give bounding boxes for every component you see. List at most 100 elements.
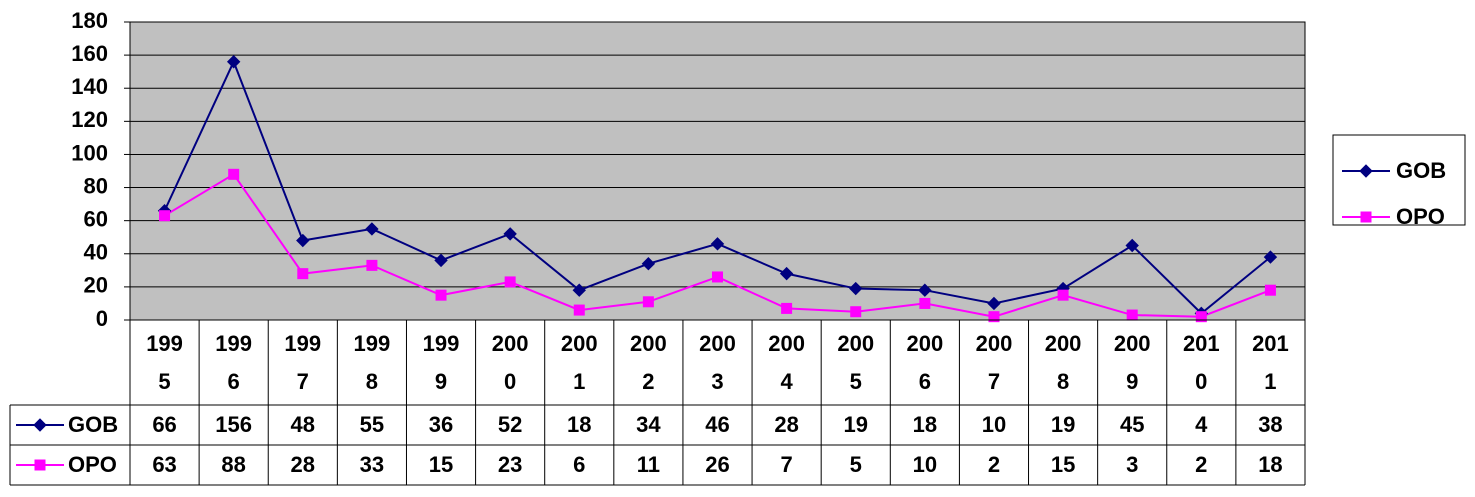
y-tick-label: 60 bbox=[84, 206, 108, 231]
x-tick-label: 2001 bbox=[545, 320, 614, 405]
table-value: 36 bbox=[428, 412, 454, 437]
x-tick-label: 1995 bbox=[130, 320, 199, 405]
x-tick-label: 1996 bbox=[199, 320, 268, 405]
table-value: 7 bbox=[780, 452, 793, 477]
marker bbox=[1195, 311, 1207, 323]
x-tick-label: 2011 bbox=[1236, 320, 1305, 405]
marker bbox=[226, 55, 241, 69]
x-tick-label: 2008 bbox=[1029, 320, 1098, 405]
x-tick-label: 1998 bbox=[337, 320, 406, 405]
marker bbox=[779, 266, 794, 281]
x-tick-label-text: 2009 bbox=[1113, 330, 1151, 394]
table-value: 15 bbox=[1050, 452, 1076, 477]
table-value: 18 bbox=[912, 412, 938, 437]
table-value: 46 bbox=[705, 412, 730, 437]
x-tick-label: 2004 bbox=[752, 320, 821, 405]
table-value: 88 bbox=[221, 452, 246, 477]
x-tick-label-text: 1997 bbox=[284, 330, 322, 394]
table-value: 2 bbox=[1195, 452, 1208, 477]
table-value: 38 bbox=[1258, 412, 1283, 437]
x-tick-label-text: 1998 bbox=[353, 330, 391, 394]
x-tick-label-text: 2001 bbox=[560, 330, 598, 394]
table-value: 45 bbox=[1119, 412, 1145, 437]
x-tick-label: 1997 bbox=[268, 320, 337, 405]
x-tick-label: 2002 bbox=[614, 320, 683, 405]
y-tick-label: 20 bbox=[84, 273, 108, 298]
table-value: 48 bbox=[290, 412, 316, 437]
table-value: 6 bbox=[573, 452, 586, 477]
table-value: 52 bbox=[497, 412, 523, 437]
y-tick-label: 140 bbox=[71, 74, 108, 99]
x-tick-label-text: 2008 bbox=[1044, 330, 1082, 394]
y-tick-label: 40 bbox=[84, 240, 108, 265]
x-tick-label-text: 2007 bbox=[975, 330, 1013, 394]
x-tick-label: 2009 bbox=[1098, 320, 1167, 405]
x-tick-label: 1999 bbox=[406, 320, 475, 405]
x-tick-label-text: 1995 bbox=[146, 330, 183, 394]
table-value: 19 bbox=[1050, 412, 1076, 437]
marker bbox=[712, 271, 723, 283]
row-header: GOB bbox=[68, 412, 118, 437]
marker bbox=[849, 281, 863, 296]
table-value: 156 bbox=[215, 412, 253, 437]
marker bbox=[642, 296, 654, 308]
table-value: 19 bbox=[843, 412, 868, 437]
table-value: 18 bbox=[567, 412, 592, 437]
x-tick-label-text: 2005 bbox=[837, 330, 875, 394]
table-value: 66 bbox=[152, 412, 177, 437]
y-tick-label: 0 bbox=[96, 306, 108, 331]
table-value: 55 bbox=[359, 412, 385, 437]
marker bbox=[572, 283, 586, 297]
marker bbox=[1057, 289, 1069, 301]
y-tick-label: 80 bbox=[84, 173, 108, 198]
x-tick-label-text: 2000 bbox=[491, 330, 529, 394]
marker bbox=[503, 227, 517, 241]
marker bbox=[1360, 211, 1372, 223]
table-value: 26 bbox=[705, 452, 730, 477]
x-tick-label: 2000 bbox=[476, 320, 545, 405]
table-value: 63 bbox=[152, 452, 177, 477]
marker bbox=[1264, 284, 1276, 296]
table-value: 4 bbox=[1195, 412, 1208, 437]
table-value: 34 bbox=[636, 412, 661, 437]
table-value: 15 bbox=[428, 452, 454, 477]
x-tick-label-text: 2011 bbox=[1252, 330, 1289, 394]
marker bbox=[159, 210, 171, 222]
table-value: 5 bbox=[849, 452, 862, 477]
marker bbox=[781, 302, 793, 314]
marker bbox=[434, 253, 448, 268]
legend-label: OPO bbox=[1396, 204, 1445, 229]
marker bbox=[710, 237, 725, 251]
y-tick-label: 100 bbox=[71, 140, 108, 165]
marker bbox=[987, 296, 1001, 311]
marker bbox=[34, 459, 46, 471]
y-tick-label: 120 bbox=[71, 107, 108, 132]
x-tick-label-text: 2010 bbox=[1182, 330, 1220, 394]
table-value: 28 bbox=[774, 412, 799, 437]
marker bbox=[297, 268, 309, 280]
x-tick-label: 2006 bbox=[890, 320, 959, 405]
marker bbox=[1263, 250, 1278, 264]
marker bbox=[850, 306, 862, 318]
x-tick-label-text: 1999 bbox=[422, 330, 460, 394]
table-value: 10 bbox=[981, 412, 1007, 437]
marker bbox=[296, 233, 310, 248]
x-tick-label-text: 2006 bbox=[906, 330, 944, 394]
marker bbox=[366, 259, 378, 271]
x-tick-label-text: 1996 bbox=[215, 330, 253, 394]
marker bbox=[33, 418, 47, 432]
table-value: 28 bbox=[290, 452, 316, 477]
x-tick-label: 2007 bbox=[959, 320, 1028, 405]
marker bbox=[365, 222, 379, 236]
x-tick-label: 2010 bbox=[1167, 320, 1236, 405]
legend-box bbox=[1332, 134, 1466, 226]
y-tick-label: 160 bbox=[71, 41, 108, 66]
y-tick-label: 180 bbox=[71, 8, 108, 33]
x-tick-label-text: 2003 bbox=[699, 330, 736, 394]
table-value: 23 bbox=[497, 452, 523, 477]
marker bbox=[918, 283, 932, 297]
marker bbox=[988, 311, 1000, 323]
marker bbox=[641, 257, 656, 271]
